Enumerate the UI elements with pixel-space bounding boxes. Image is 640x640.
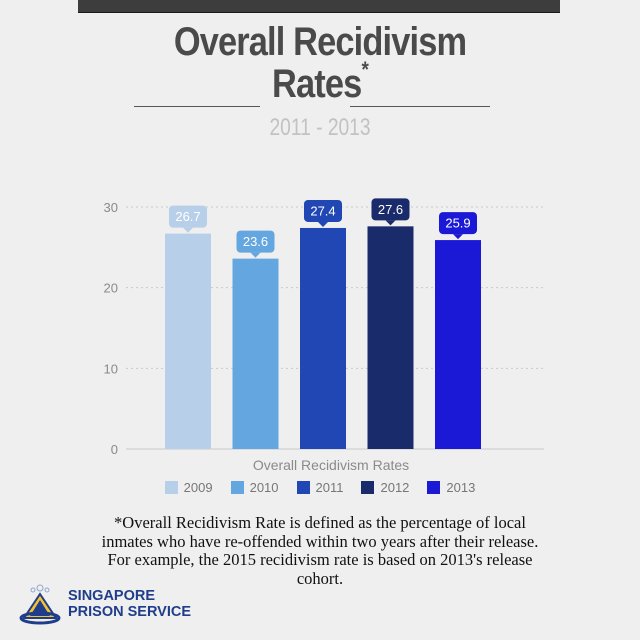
chart-subtitle: 2011 - 2013 [269, 114, 371, 141]
legend-item: 2011 [296, 480, 344, 495]
legend-label: 2012 [380, 480, 410, 495]
bar [435, 240, 481, 449]
footnote: *Overall Recidivism Rate is defined as t… [20, 513, 620, 588]
chart-title-line2: Rates* [45, 57, 595, 107]
title-asterisk: * [361, 56, 368, 82]
chart-legend: 2009 2010 2011 2012 2013 [0, 480, 640, 495]
legend-item: 2009 [164, 480, 213, 495]
data-label-pointer [183, 227, 193, 233]
bar [367, 226, 414, 449]
y-tick-label: 20 [104, 281, 118, 296]
data-label: 27.6 [378, 202, 403, 217]
title-rule-left [134, 106, 260, 107]
legend-label: 2009 [183, 480, 213, 495]
footnote-line: inmates who have re-offended within two … [101, 531, 539, 551]
footnote-line: For example, the 2015 recidivism rate is… [107, 550, 533, 569]
data-label: 23.6 [243, 234, 268, 249]
legend-swatch [230, 481, 244, 494]
y-tick-label: 10 [104, 361, 118, 376]
footnote-line: *Overall Recidivism Rate is defined as t… [114, 513, 526, 532]
bar [300, 227, 346, 449]
title-rule-right [350, 106, 490, 107]
data-label-bubble [371, 198, 410, 221]
legend-item: 2012 [361, 480, 409, 495]
chart-title-line1: Overall Recidivism [173, 20, 467, 64]
data-label-pointer [385, 220, 396, 226]
legend-swatch [164, 481, 178, 494]
logo-text-line1: SINGAPORE [68, 588, 156, 604]
top-banner-bar [78, 0, 560, 13]
bar [165, 233, 211, 449]
bar-chart: 0 10 20 30 26.7 23.6 27.4 27.6 25.9 Overall Recid… [104, 198, 544, 473]
data-label: 25.9 [445, 216, 470, 231]
x-axis-title: Overall Recidivism Rates [253, 457, 409, 473]
data-label-bubble [236, 230, 275, 253]
legend-label: 2011 [315, 480, 344, 495]
chart-title-text: Rates [272, 62, 362, 106]
data-label-pointer [250, 252, 261, 258]
legend-swatch [427, 481, 441, 494]
logo-text-line2: PRISON SERVICE [68, 604, 192, 620]
data-label-bubble [169, 205, 207, 228]
data-label: 26.7 [175, 209, 200, 224]
y-tick-label: 30 [104, 200, 118, 215]
data-label-pointer [318, 221, 328, 227]
data-label: 27.4 [310, 203, 335, 218]
data-label-pointer [453, 234, 463, 240]
data-label-bubble [439, 212, 477, 235]
bar [232, 258, 279, 449]
legend-label: 2013 [446, 480, 476, 495]
prison-service-logo: SINGAPORE PRISON SERVICE [18, 582, 191, 626]
legend-label: 2010 [249, 480, 279, 495]
legend-swatch [296, 481, 310, 494]
legend-item: 2013 [427, 480, 475, 495]
crest-icon [19, 584, 61, 625]
legend-item: 2010 [230, 480, 279, 495]
legend-swatch [361, 481, 375, 494]
footnote-line: cohort. [296, 568, 344, 588]
y-tick-label: 0 [111, 442, 118, 457]
data-label-bubble [304, 199, 342, 222]
